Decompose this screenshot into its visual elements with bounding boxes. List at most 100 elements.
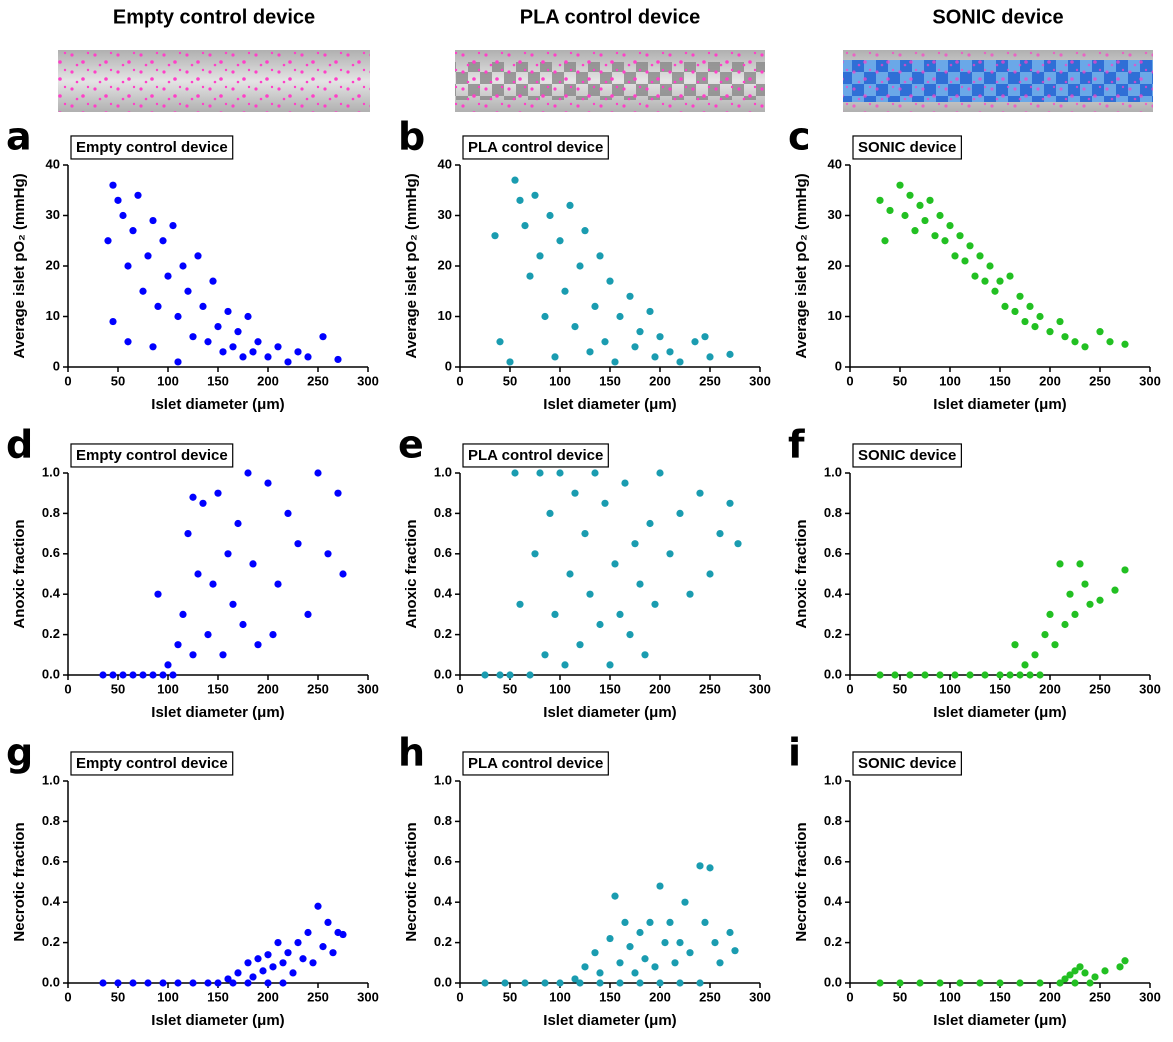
point — [1096, 596, 1104, 604]
x-tick-label: 0 — [456, 989, 463, 1004]
point — [1066, 590, 1074, 598]
point — [249, 973, 257, 981]
point — [1036, 312, 1044, 321]
x-tick-label: 150 — [207, 989, 229, 1004]
point — [174, 979, 182, 987]
point — [951, 252, 959, 260]
point — [294, 348, 302, 356]
point — [611, 560, 619, 568]
point — [506, 671, 514, 679]
point — [501, 979, 509, 987]
point — [666, 550, 674, 558]
point — [581, 963, 589, 971]
x-axis-label: Islet diameter (μm) — [543, 1012, 676, 1029]
point — [319, 333, 327, 341]
y-tick-label: 0.4 — [824, 894, 843, 909]
point — [596, 969, 604, 977]
y-tick-label: 0.0 — [434, 974, 452, 989]
panel-label: a — [6, 115, 32, 159]
point — [631, 969, 639, 977]
y-tick-label: 0.8 — [42, 505, 60, 520]
point — [1041, 631, 1049, 639]
x-tick-label: 0 — [64, 681, 71, 696]
x-axis-label: Islet diameter (μm) — [151, 396, 284, 413]
x-axis-label: Islet diameter (μm) — [543, 704, 676, 721]
point — [244, 959, 252, 967]
y-tick-label: 0 — [445, 358, 452, 373]
y-tick-label: 1.0 — [434, 464, 452, 479]
point — [591, 302, 599, 310]
point — [616, 610, 624, 619]
point — [551, 353, 559, 361]
point — [1121, 566, 1129, 574]
point — [254, 955, 262, 963]
point — [299, 955, 307, 963]
point — [169, 671, 177, 679]
point — [956, 232, 964, 240]
point — [556, 979, 564, 987]
point — [264, 951, 272, 959]
point — [219, 348, 227, 356]
point — [591, 949, 599, 957]
panel-label: b — [398, 115, 425, 159]
point — [586, 590, 594, 598]
point — [129, 227, 137, 235]
column-header: Empty control device — [113, 6, 315, 28]
x-tick-label: 0 — [846, 989, 853, 1004]
title-box — [70, 135, 234, 160]
point — [189, 651, 197, 659]
point — [1011, 641, 1019, 649]
point — [184, 530, 192, 538]
y-tick-label: 1.0 — [824, 464, 842, 479]
x-tick-label: 250 — [1089, 681, 1111, 696]
point — [104, 237, 112, 245]
panel-label: e — [398, 423, 424, 467]
panel-title: Empty control device — [76, 447, 228, 464]
point — [174, 312, 182, 321]
point — [631, 343, 639, 351]
point — [706, 353, 714, 361]
y-tick-label: 20 — [438, 257, 452, 272]
x-tick-label: 50 — [503, 989, 517, 1004]
point — [134, 191, 142, 199]
points — [491, 176, 734, 366]
point — [254, 641, 262, 649]
point — [571, 975, 579, 983]
point — [601, 499, 609, 507]
point — [119, 671, 127, 679]
point — [596, 252, 604, 260]
x-axis-label: Islet diameter (μm) — [933, 1012, 1066, 1029]
points — [876, 181, 1129, 351]
point — [966, 242, 974, 250]
point — [1016, 292, 1024, 300]
point — [921, 671, 929, 679]
point — [159, 979, 167, 987]
point — [274, 343, 282, 351]
y-tick-label: 20 — [46, 257, 60, 272]
point — [726, 499, 734, 507]
x-tick-label: 50 — [893, 681, 907, 696]
title-box — [852, 135, 962, 160]
device-image — [455, 50, 765, 112]
y-tick-label: 0.0 — [824, 974, 842, 989]
point — [249, 348, 257, 356]
point — [606, 661, 614, 669]
panel-title: Empty control device — [76, 755, 228, 772]
point — [219, 651, 227, 659]
point — [204, 631, 212, 639]
point — [701, 333, 709, 341]
x-tick-label: 250 — [307, 681, 329, 696]
point — [1081, 580, 1089, 588]
y-axis-label: Necrotic fraction — [793, 822, 810, 941]
point — [1036, 671, 1044, 679]
point — [1106, 338, 1114, 346]
point — [1086, 600, 1094, 608]
point — [189, 979, 197, 987]
x-tick-label: 0 — [846, 681, 853, 696]
y-tick-label: 10 — [828, 308, 842, 323]
point — [109, 671, 117, 679]
y-tick-label: 0.6 — [42, 853, 60, 868]
point — [536, 469, 544, 477]
y-tick-label: 0.8 — [434, 813, 452, 828]
